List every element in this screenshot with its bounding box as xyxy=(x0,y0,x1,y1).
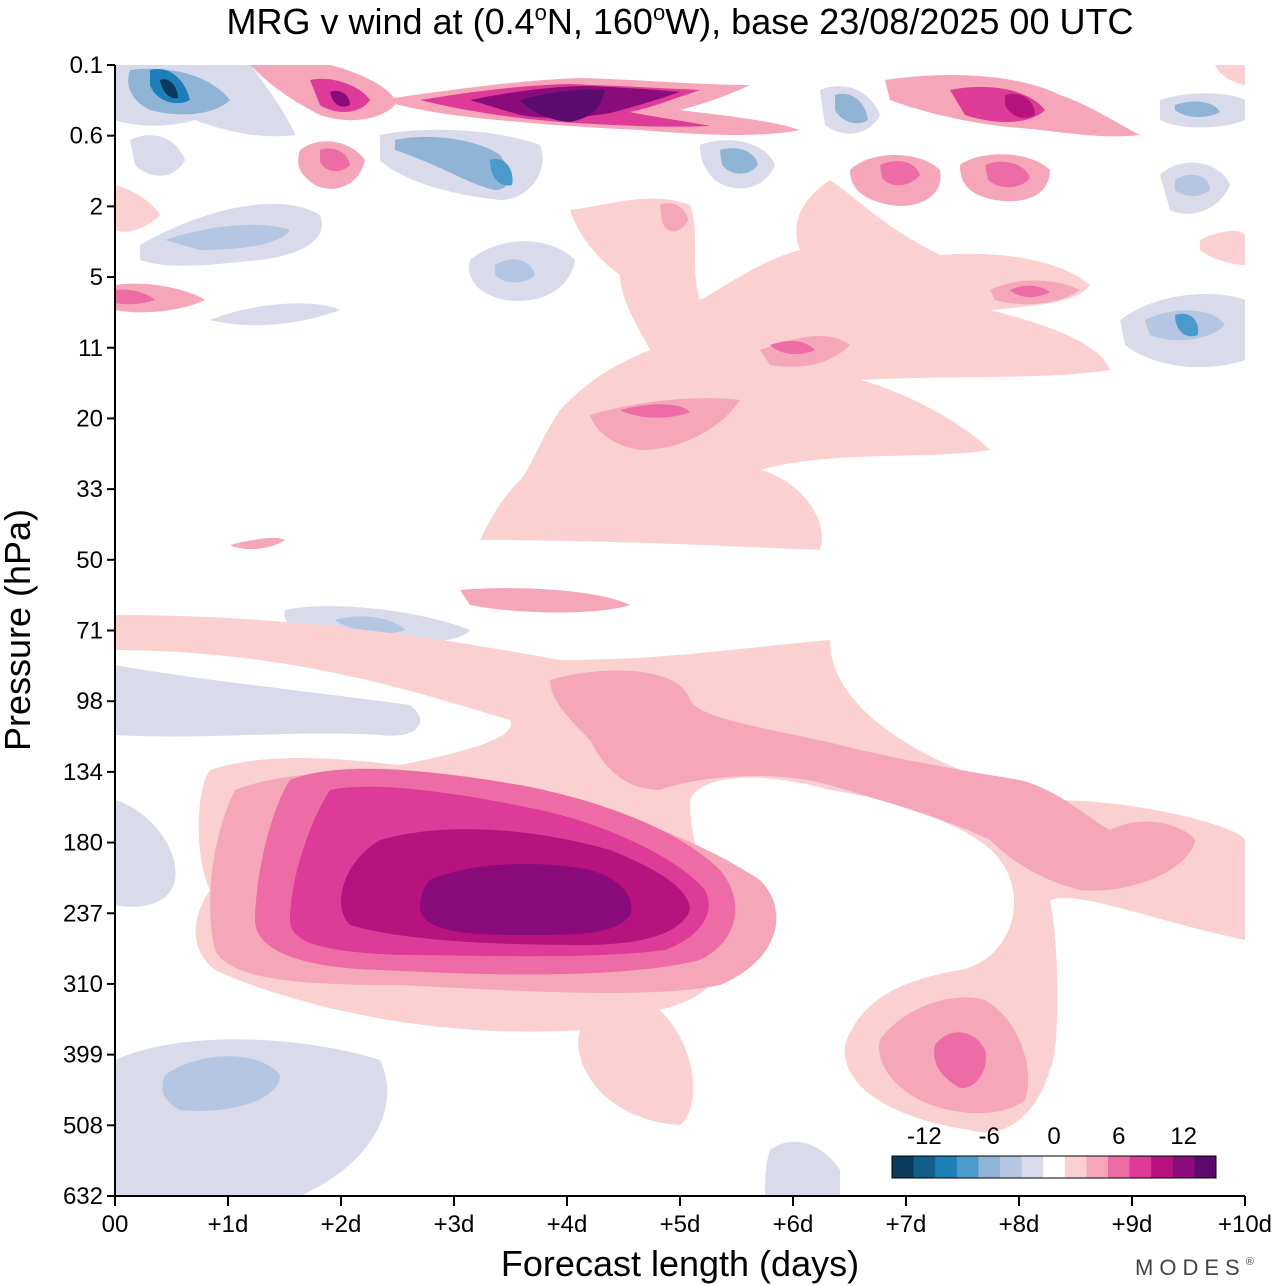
colorbar-swatch xyxy=(892,1156,915,1178)
y-tick-label: 5 xyxy=(90,264,103,291)
contour-pos-399-core xyxy=(934,1032,986,1089)
contour-neg-0-6 xyxy=(130,135,185,176)
x-tick-label: +3d xyxy=(434,1211,475,1238)
y-tick-label: 20 xyxy=(76,405,103,432)
modes-logo: MODES® xyxy=(1135,1255,1254,1280)
contour-pos-4hPa xyxy=(660,203,688,232)
contour-pos-6hPa-left-2 xyxy=(115,289,155,305)
x-tick-label: +10d xyxy=(1218,1211,1272,1238)
x-tick-label: 00 xyxy=(102,1211,129,1238)
contour-pos-237-max xyxy=(420,864,632,935)
contour-pos-50-strip xyxy=(230,537,630,613)
contour-pos-upper-1hPa-2 xyxy=(320,148,350,172)
colorbar-label: 0 xyxy=(1047,1123,1060,1150)
contour-pos-1-5hPa-2 xyxy=(880,161,1030,188)
contour-pos-upper-max-4 xyxy=(520,89,605,122)
colorbar-swatch xyxy=(913,1156,936,1178)
contour-neg-6d-2 xyxy=(720,148,758,174)
y-tick-label: 632 xyxy=(63,1183,103,1210)
colorbar-swatch xyxy=(1194,1156,1217,1178)
colorbar-swatch xyxy=(1043,1156,1066,1178)
colorbar-border xyxy=(891,1155,1217,1179)
colorbar-label: 12 xyxy=(1170,1123,1197,1150)
contour-neg-lower-core xyxy=(162,1056,280,1111)
colorbar-label: 6 xyxy=(1112,1123,1125,1150)
x-axis: 00 +1d +2d +3d +4d +5d +6d +7d +8d +9d +10d xyxy=(102,1196,1272,1238)
x-tick-label: +4d xyxy=(547,1211,588,1238)
y-tick-label: 180 xyxy=(63,830,103,857)
x-axis-label: Forecast length (days) xyxy=(501,1243,859,1284)
contour-neg-5hPa-2 xyxy=(495,259,535,283)
colorbar-swatch xyxy=(1021,1156,1044,1178)
y-tick-label: 98 xyxy=(76,688,103,715)
y-tick-label: 71 xyxy=(76,618,103,645)
colorbar-swatch xyxy=(1086,1156,1109,1178)
colorbar-swatch xyxy=(1000,1156,1023,1178)
x-tick-label: +6d xyxy=(773,1211,814,1238)
y-axis-label: Pressure (hPa) xyxy=(0,509,38,751)
x-tick-label: +9d xyxy=(1112,1211,1153,1238)
contour-field xyxy=(115,65,1245,1196)
contour-pos-lower-mid xyxy=(550,670,1195,891)
contour-neg-left-180 xyxy=(115,800,176,907)
y-tick-label: 11 xyxy=(78,335,103,362)
contour-pos-7d-3 xyxy=(1005,93,1035,118)
contour-neg-2hPa-2 xyxy=(165,224,290,250)
colorbar-swatch xyxy=(1129,1156,1152,1178)
x-tick-label: +7d xyxy=(886,1211,927,1238)
y-tick-label: 399 xyxy=(63,1042,103,1069)
contour-neg-upper-mid-3 xyxy=(490,159,513,186)
colorbar-swatch xyxy=(935,1156,958,1178)
colorbar-swatch xyxy=(1108,1156,1131,1178)
contour-pos-upper-right-edge xyxy=(1200,65,1245,265)
colorbar-swatch xyxy=(978,1156,1001,1178)
colorbar-swatch xyxy=(1172,1156,1195,1178)
colorbar-swatch xyxy=(1064,1156,1087,1178)
contour-pos-mid-mid xyxy=(590,280,1080,450)
y-tick-label: 50 xyxy=(76,547,103,574)
contour-neg-upper-mid-2 xyxy=(395,136,510,190)
x-tick-label: +5d xyxy=(660,1211,701,1238)
y-tick-label: 33 xyxy=(76,476,103,503)
y-tick-label: 310 xyxy=(63,971,103,998)
contour-neg-upper-left-4 xyxy=(160,79,178,99)
y-tick-label: 2 xyxy=(90,193,103,220)
y-tick-label: 508 xyxy=(63,1112,103,1139)
y-tick-label: 134 xyxy=(63,759,103,786)
contour-neg-upper-right-top-2 xyxy=(1175,101,1220,118)
y-tick-label: 0.6 xyxy=(70,123,103,150)
y-tick-label: 237 xyxy=(63,900,103,927)
colorbar: -12 -6 0 6 12 xyxy=(891,1123,1217,1179)
contour-neg-10hPa-right-3 xyxy=(1175,313,1199,337)
y-tick-label: 0.1 xyxy=(70,52,103,79)
colorbar-swatch xyxy=(1151,1156,1174,1178)
colorbar-label: -6 xyxy=(979,1123,1000,1150)
y-axis: 0.1 0.6 2 5 11 20 33 50 71 98 134 180 237 310 399 508 63… xyxy=(63,52,115,1210)
contour-neg-upper-right-2 xyxy=(1175,174,1210,196)
contour-neg-left-98 xyxy=(115,665,420,737)
contour-pos-upper-left-3 xyxy=(330,90,350,107)
contour-neg-8hPa xyxy=(210,303,340,326)
colorbar-label: -12 xyxy=(907,1123,942,1150)
contour-pos-2hPa-left xyxy=(115,185,160,232)
colorbar-swatch xyxy=(956,1156,979,1178)
contour-pos-6hPa-left xyxy=(115,283,205,313)
x-tick-label: +8d xyxy=(999,1211,1040,1238)
x-tick-label: +2d xyxy=(321,1211,362,1238)
contour-neg-right-bottom xyxy=(765,1141,840,1196)
contour-pos-mid-core xyxy=(620,285,1050,418)
chart-title: MRG v wind at (0.4oN, 160oW), base 23/08… xyxy=(227,0,1134,42)
contour-neg-7d-2 xyxy=(835,93,868,124)
x-tick-label: +1d xyxy=(208,1211,249,1238)
contour-neg-71-core xyxy=(335,616,405,634)
